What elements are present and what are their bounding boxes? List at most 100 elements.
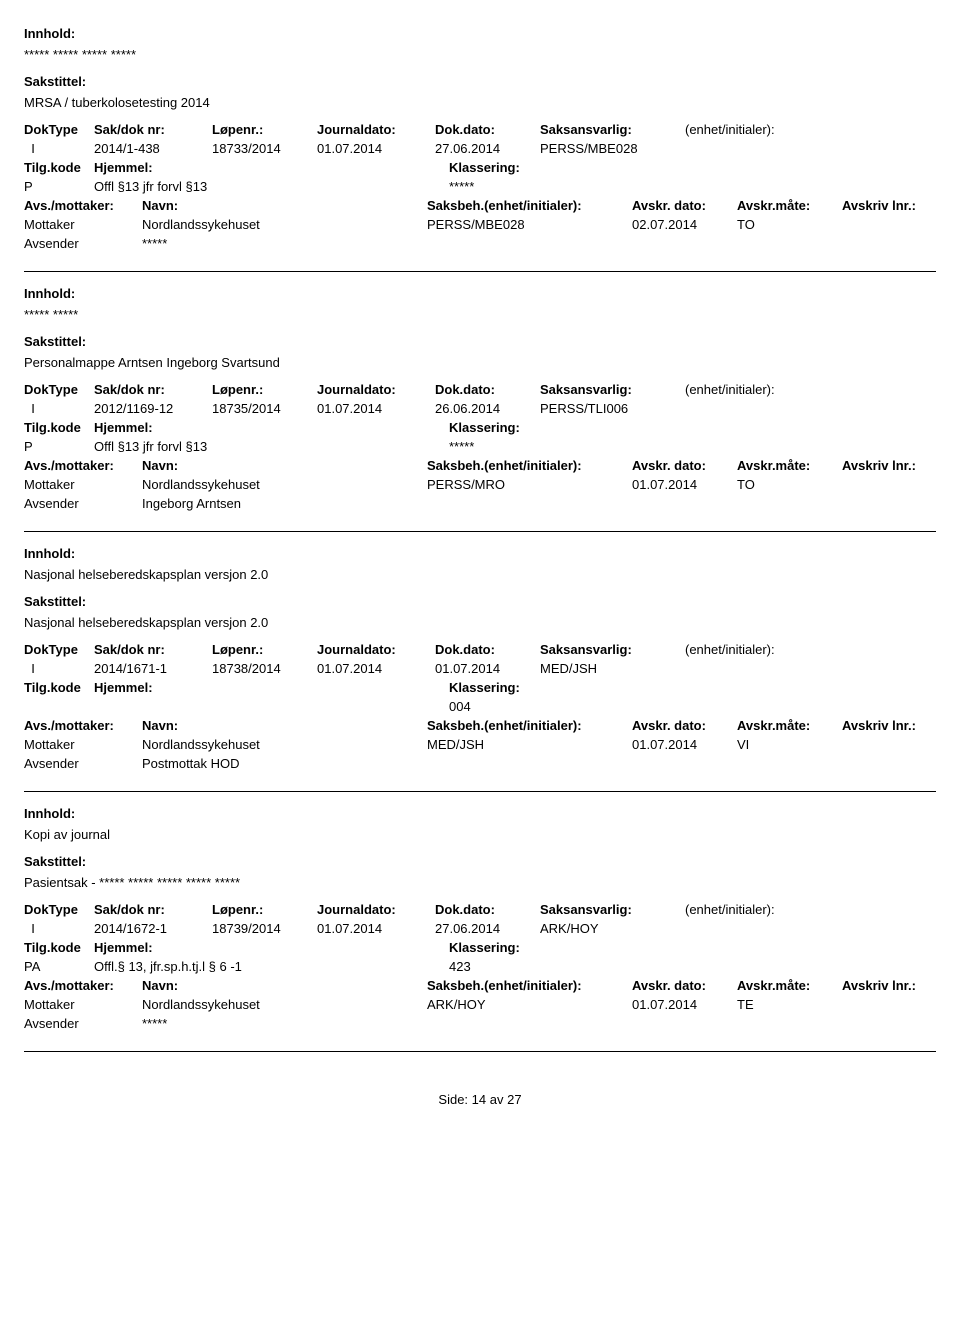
mottaker-navn: Nordlandssykehuset	[142, 477, 427, 492]
enhet-label: (enhet/initialer):	[685, 642, 936, 657]
innhold-label: Innhold:	[24, 806, 936, 821]
tilgkode-value: P	[24, 179, 94, 194]
klassering-label: Klassering:	[449, 160, 936, 175]
sakstittel-value: MRSA / tuberkolosetesting 2014	[24, 95, 936, 110]
mottaker-label: Mottaker	[24, 217, 142, 232]
avskrdato-value: 01.07.2014	[632, 737, 737, 752]
mottaker-navn: Nordlandssykehuset	[142, 997, 427, 1012]
ddato-value: 27.06.2014	[435, 921, 540, 936]
avskrmate-label: Avskr.måte:	[737, 978, 842, 993]
avskrdato-label: Avskr. dato:	[632, 718, 737, 733]
doktype-value: I	[24, 661, 94, 676]
doktype-label: DokType	[24, 642, 94, 657]
avskrivlnr-label: Avskriv lnr.:	[842, 198, 936, 213]
avsender-navn: Ingeborg Arntsen	[142, 496, 241, 511]
innhold-value: ***** *****	[24, 307, 936, 322]
avskrdato-label: Avskr. dato:	[632, 458, 737, 473]
tilgkode-label: Tilg.kode	[24, 160, 94, 175]
journaldato-label: Journaldato:	[317, 122, 435, 137]
tilgkode-value	[24, 699, 94, 714]
avskrivlnr-label: Avskriv lnr.:	[842, 978, 936, 993]
journaldato-label: Journaldato:	[317, 902, 435, 917]
avskrmate-label: Avskr.måte:	[737, 458, 842, 473]
klassering-value: 004	[449, 699, 936, 714]
innhold-label: Innhold:	[24, 26, 936, 41]
avskrmate-value: TE	[737, 997, 842, 1012]
klassering-value: *****	[449, 439, 936, 454]
hjemmel-value: Offl §13 jfr forvl §13	[94, 439, 449, 454]
avsender-navn: *****	[142, 236, 167, 251]
innhold-label: Innhold:	[24, 546, 936, 561]
dokdato-label: Dok.dato:	[435, 382, 540, 397]
journal-entry: Innhold: Kopi av journal Sakstittel: Pas…	[24, 792, 936, 1052]
lopenr-value: 18738/2014	[212, 661, 317, 676]
hjemmel-label: Hjemmel:	[94, 160, 449, 175]
journaldato-label: Journaldato:	[317, 642, 435, 657]
mottaker-navn: Nordlandssykehuset	[142, 217, 427, 232]
avsender-navn: Postmottak HOD	[142, 756, 240, 771]
avskrdato-value: 01.07.2014	[632, 477, 737, 492]
sakstittel-label: Sakstittel:	[24, 594, 936, 609]
sakdok-label: Sak/dok nr:	[94, 122, 212, 137]
mottaker-label: Mottaker	[24, 997, 142, 1012]
avskrdato-value: 01.07.2014	[632, 997, 737, 1012]
tilgkode-value: P	[24, 439, 94, 454]
jdato-value: 01.07.2014	[317, 661, 435, 676]
saksansvarlig-label: Saksansvarlig:	[540, 122, 685, 137]
doktype-value: I	[24, 401, 94, 416]
footer-total: 27	[507, 1092, 521, 1107]
sakstittel-label: Sakstittel:	[24, 854, 936, 869]
ddato-value: 01.07.2014	[435, 661, 540, 676]
saksansvarlig-label: Saksansvarlig:	[540, 642, 685, 657]
jdato-value: 01.07.2014	[317, 401, 435, 416]
mottaker-label: Mottaker	[24, 477, 142, 492]
sakdok-value: 2014/1671-1	[94, 661, 212, 676]
footer-av: av	[490, 1092, 504, 1107]
mottaker-navn: Nordlandssykehuset	[142, 737, 427, 752]
mottaker-label: Mottaker	[24, 737, 142, 752]
hjemmel-label: Hjemmel:	[94, 940, 449, 955]
navn-label: Navn:	[142, 198, 427, 213]
hjemmel-label: Hjemmel:	[94, 420, 449, 435]
saksansvarlig-label: Saksansvarlig:	[540, 902, 685, 917]
tilgkode-label: Tilg.kode	[24, 940, 94, 955]
saksansvarlig-label: Saksansvarlig:	[540, 382, 685, 397]
saksbeh-value: PERSS/MBE028	[427, 217, 632, 232]
sakstittel-value: Pasientsak - ***** ***** ***** ***** ***…	[24, 875, 936, 890]
avsender-label: Avsender	[24, 1016, 142, 1031]
jdato-value: 01.07.2014	[317, 921, 435, 936]
avskrdato-label: Avskr. dato:	[632, 978, 737, 993]
footer-page: 14	[472, 1092, 486, 1107]
innhold-label: Innhold:	[24, 286, 936, 301]
journaldato-label: Journaldato:	[317, 382, 435, 397]
sakdok-label: Sak/dok nr:	[94, 642, 212, 657]
sakstittel-value: Personalmappe Arntsen Ingeborg Svartsund	[24, 355, 936, 370]
lopenr-label: Løpenr.:	[212, 902, 317, 917]
enhet-label: (enhet/initialer):	[685, 122, 936, 137]
lopenr-value: 18733/2014	[212, 141, 317, 156]
avskrmate-value: VI	[737, 737, 842, 752]
doktype-value: I	[24, 921, 94, 936]
sakdok-label: Sak/dok nr:	[94, 382, 212, 397]
saksbeh-value: MED/JSH	[427, 737, 632, 752]
avskrdato-value: 02.07.2014	[632, 217, 737, 232]
navn-label: Navn:	[142, 458, 427, 473]
navn-label: Navn:	[142, 718, 427, 733]
saksbeh-label: Saksbeh.(enhet/initialer):	[427, 978, 632, 993]
lopenr-label: Løpenr.:	[212, 382, 317, 397]
klassering-label: Klassering:	[449, 680, 936, 695]
avskrivlnr-label: Avskriv lnr.:	[842, 718, 936, 733]
sakdok-value: 2014/1-438	[94, 141, 212, 156]
ddato-value: 26.06.2014	[435, 401, 540, 416]
hjemmel-label: Hjemmel:	[94, 680, 449, 695]
hjemmel-value: Offl.§ 13, jfr.sp.h.tj.l § 6 -1	[94, 959, 449, 974]
doktype-value: I	[24, 141, 94, 156]
sakstittel-value: Nasjonal helseberedskapsplan versjon 2.0	[24, 615, 936, 630]
lopenr-value: 18739/2014	[212, 921, 317, 936]
enhet-label: (enhet/initialer):	[685, 902, 936, 917]
avskrivlnr-label: Avskriv lnr.:	[842, 458, 936, 473]
avskrdato-label: Avskr. dato:	[632, 198, 737, 213]
ansv-value: MED/JSH	[540, 661, 685, 676]
innhold-value: ***** ***** ***** *****	[24, 47, 936, 62]
doktype-label: DokType	[24, 122, 94, 137]
